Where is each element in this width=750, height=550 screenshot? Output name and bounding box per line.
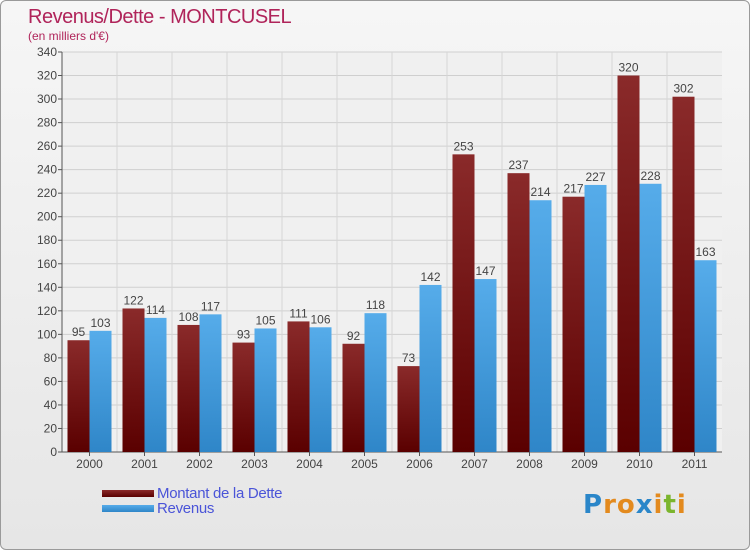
data-label-dette: 302 xyxy=(673,82,693,96)
bar-revenus xyxy=(529,200,552,452)
data-label-revenus: 105 xyxy=(255,313,275,327)
y-tick-label: 140 xyxy=(37,280,57,294)
y-tick-label: 40 xyxy=(44,398,58,412)
x-tick-label: 2006 xyxy=(406,457,433,471)
x-tick-label: 2002 xyxy=(186,457,213,471)
bar-dette xyxy=(452,154,475,452)
data-label-dette: 73 xyxy=(402,351,416,365)
y-tick-label: 220 xyxy=(37,186,57,200)
x-tick-label: 2004 xyxy=(296,457,323,471)
data-label-revenus: 227 xyxy=(585,170,605,184)
y-tick-label: 300 xyxy=(37,92,57,106)
y-tick-label: 280 xyxy=(37,116,57,130)
bar-dette xyxy=(672,96,695,453)
bar-revenus xyxy=(584,184,607,453)
data-label-dette: 122 xyxy=(123,293,143,307)
data-label-revenus: 214 xyxy=(530,185,550,199)
data-label-revenus: 228 xyxy=(640,169,660,183)
bar-dette xyxy=(122,308,145,452)
x-tick-label: 2000 xyxy=(76,457,103,471)
bar-dette xyxy=(287,321,310,452)
data-label-dette: 92 xyxy=(347,329,361,343)
legend-swatch-revenus xyxy=(102,505,154,512)
y-tick-label: 240 xyxy=(37,163,57,177)
data-label-revenus: 147 xyxy=(475,264,495,278)
data-label-dette: 111 xyxy=(289,306,308,320)
x-tick-label: 2001 xyxy=(131,457,158,471)
y-tick-label: 120 xyxy=(37,304,57,318)
x-tick-label: 2005 xyxy=(351,457,378,471)
x-tick-label: 2011 xyxy=(682,457,708,471)
data-label-revenus: 103 xyxy=(90,316,110,330)
proxiti-logo: Proxiti xyxy=(583,490,687,520)
data-label-dette: 253 xyxy=(453,139,473,153)
data-label-revenus: 106 xyxy=(310,312,330,326)
data-label-dette: 320 xyxy=(618,61,638,75)
data-label-dette: 93 xyxy=(237,328,251,342)
data-label-revenus: 163 xyxy=(695,245,715,259)
logo-letter: x xyxy=(635,490,654,520)
x-tick-label: 2003 xyxy=(241,457,268,471)
axis-layer: 0 20 40 60 80 100 120 140 160 180 200 220 240 260 280 3… xyxy=(37,45,722,471)
y-tick-label: 60 xyxy=(44,374,58,388)
logo-letter: r xyxy=(603,490,617,520)
logo-letter: i xyxy=(676,490,687,520)
data-label-revenus: 117 xyxy=(201,299,220,313)
y-tick-label: 0 xyxy=(50,445,57,459)
data-label-dette: 217 xyxy=(563,182,583,196)
data-label-dette: 237 xyxy=(508,158,528,172)
y-tick-label: 80 xyxy=(44,351,58,365)
x-tick-label: 2010 xyxy=(626,457,653,471)
y-tick-label: 160 xyxy=(37,257,57,271)
chart-title: Revenus/Dette - MONTCUSEL xyxy=(28,6,292,28)
bar-dette xyxy=(562,196,585,452)
y-tick-label: 320 xyxy=(37,69,57,83)
bar-revenus xyxy=(309,327,332,452)
bar-revenus xyxy=(364,313,387,452)
bar-revenus xyxy=(419,284,442,452)
x-tick-label: 2007 xyxy=(461,457,488,471)
bar-dette xyxy=(177,324,200,452)
y-tick-label: 20 xyxy=(44,421,58,435)
bar-revenus xyxy=(199,314,222,452)
bar-dette xyxy=(397,366,420,452)
bar-dette xyxy=(617,75,640,452)
chart-subtitle: (en milliers d'€) xyxy=(28,29,109,43)
legend-swatch-dette xyxy=(102,490,154,497)
y-tick-label: 260 xyxy=(37,139,57,153)
logo-letter: P xyxy=(583,490,604,520)
y-tick-label: 340 xyxy=(37,45,57,59)
bar-revenus xyxy=(144,317,167,452)
bar-revenus xyxy=(89,330,112,452)
y-tick-label: 100 xyxy=(37,327,57,341)
bar-dette xyxy=(507,173,530,453)
bar-dette xyxy=(67,340,90,452)
legend-label-dette: Montant de la Dette xyxy=(157,485,283,502)
bar-revenus xyxy=(474,279,497,452)
bar-layer xyxy=(67,75,717,453)
x-tick-label: 2009 xyxy=(571,457,598,471)
legend-label-revenus: Revenus xyxy=(157,500,215,517)
bar-revenus xyxy=(694,260,717,452)
grid-layer xyxy=(62,51,722,453)
data-label-revenus: 114 xyxy=(146,303,165,317)
data-label-dette: 95 xyxy=(72,325,86,339)
bar-revenus xyxy=(639,183,662,452)
logo-letter: t xyxy=(663,490,677,520)
x-tick-label: 2008 xyxy=(516,457,543,471)
bar-revenus xyxy=(254,328,277,452)
data-label-revenus: 118 xyxy=(366,298,385,312)
y-tick-label: 180 xyxy=(37,233,57,247)
logo-letter: i xyxy=(653,490,664,520)
logo-letter: o xyxy=(616,490,636,520)
data-label-revenus: 142 xyxy=(420,270,440,284)
bar-dette xyxy=(342,343,365,452)
bar-dette xyxy=(232,342,255,452)
data-label-dette: 108 xyxy=(178,310,198,324)
y-tick-label: 200 xyxy=(37,210,57,224)
